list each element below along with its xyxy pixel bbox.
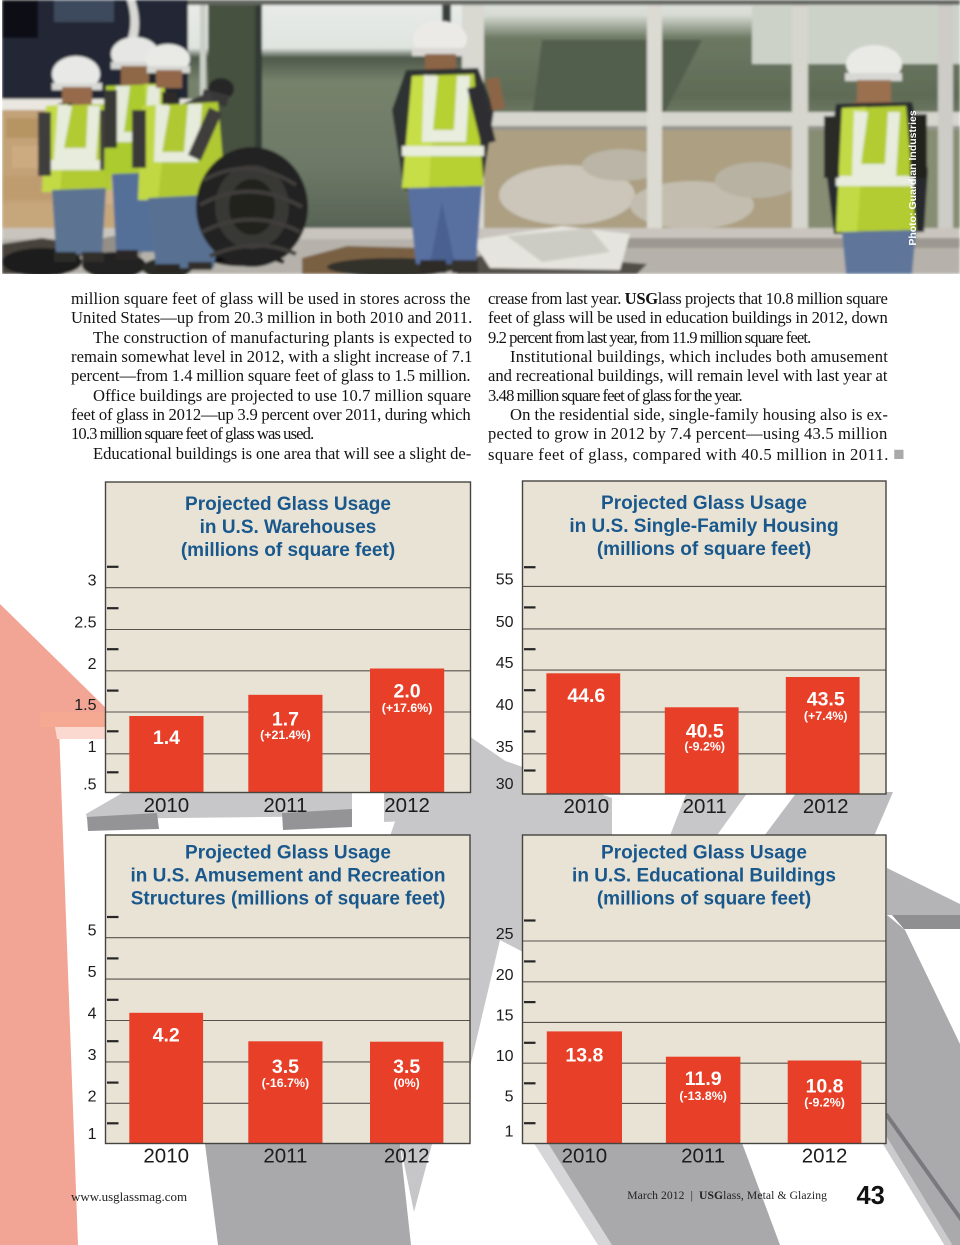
svg-text:2: 2 bbox=[88, 1088, 97, 1105]
svg-text:1.5: 1.5 bbox=[74, 697, 96, 714]
svg-text:3: 3 bbox=[88, 1047, 97, 1064]
svg-text:2012: 2012 bbox=[803, 795, 849, 818]
svg-text:Projected Glass Usage: Projected Glass Usage bbox=[601, 843, 807, 864]
svg-text:1.4: 1.4 bbox=[153, 727, 180, 749]
svg-text:2012: 2012 bbox=[384, 794, 430, 817]
svg-text:Projected Glass Usage: Projected Glass Usage bbox=[185, 843, 391, 864]
svg-text:Photo: Guardian Industries: Photo: Guardian Industries bbox=[907, 110, 919, 246]
svg-text:(millions of square feet): (millions of square feet) bbox=[597, 889, 811, 910]
svg-text:in U.S. Educational Buildings: in U.S. Educational Buildings bbox=[572, 866, 836, 887]
svg-text:11.9: 11.9 bbox=[685, 1068, 722, 1090]
svg-text:2011: 2011 bbox=[263, 794, 307, 817]
svg-text:20: 20 bbox=[496, 967, 514, 984]
svg-text:2012: 2012 bbox=[384, 1145, 430, 1168]
svg-text:(+7.4%): (+7.4%) bbox=[804, 709, 848, 723]
svg-text:3.5: 3.5 bbox=[272, 1056, 299, 1078]
svg-text:2011: 2011 bbox=[683, 795, 727, 818]
svg-text:44.6: 44.6 bbox=[567, 685, 605, 707]
svg-text:(0%): (0%) bbox=[394, 1076, 420, 1090]
svg-text:in U.S. Single-Family Housing: in U.S. Single-Family Housing bbox=[569, 516, 838, 537]
svg-text:2011: 2011 bbox=[263, 1145, 307, 1168]
svg-text:35: 35 bbox=[496, 739, 514, 756]
svg-text:3.5: 3.5 bbox=[393, 1056, 420, 1078]
svg-text:10: 10 bbox=[496, 1048, 514, 1065]
svg-text:2010: 2010 bbox=[143, 1145, 189, 1168]
svg-text:4.2: 4.2 bbox=[153, 1025, 180, 1047]
svg-text:Structures (millions of square: Structures (millions of square feet) bbox=[131, 889, 446, 910]
svg-text:2010: 2010 bbox=[562, 1145, 608, 1168]
svg-text:1.7: 1.7 bbox=[272, 709, 299, 731]
svg-text:25: 25 bbox=[496, 926, 514, 943]
svg-text:(-16.7%): (-16.7%) bbox=[262, 1076, 310, 1090]
svg-text:55: 55 bbox=[496, 571, 514, 588]
svg-text:in U.S. Warehouses: in U.S. Warehouses bbox=[200, 517, 377, 538]
svg-text:13.8: 13.8 bbox=[565, 1045, 603, 1067]
svg-text:in U.S. Amusement and Recreati: in U.S. Amusement and Recreation bbox=[131, 866, 446, 887]
svg-text:Projected Glass Usage: Projected Glass Usage bbox=[601, 493, 807, 514]
svg-text:2011: 2011 bbox=[681, 1145, 725, 1168]
svg-text:(-9.2%): (-9.2%) bbox=[684, 740, 725, 754]
svg-text:(-9.2%): (-9.2%) bbox=[804, 1096, 845, 1110]
svg-text:1: 1 bbox=[505, 1124, 514, 1141]
svg-text:5: 5 bbox=[88, 923, 97, 940]
svg-text:Projected Glass Usage: Projected Glass Usage bbox=[185, 494, 391, 515]
svg-text:2010: 2010 bbox=[144, 794, 190, 817]
svg-text:(+17.6%): (+17.6%) bbox=[382, 701, 433, 715]
svg-text:40.5: 40.5 bbox=[686, 721, 724, 743]
svg-text:4: 4 bbox=[88, 1006, 97, 1023]
svg-text:2.5: 2.5 bbox=[74, 615, 96, 632]
svg-text:2: 2 bbox=[88, 656, 97, 673]
svg-text:45: 45 bbox=[496, 655, 514, 672]
svg-text:40: 40 bbox=[496, 697, 514, 714]
svg-text:(-13.8%): (-13.8%) bbox=[679, 1089, 727, 1103]
svg-text:5: 5 bbox=[88, 964, 97, 981]
svg-text:1: 1 bbox=[88, 1126, 97, 1143]
svg-text:(+21.4%): (+21.4%) bbox=[260, 728, 311, 742]
svg-text:50: 50 bbox=[496, 614, 514, 631]
svg-text:2.0: 2.0 bbox=[394, 681, 421, 703]
svg-text:2012: 2012 bbox=[802, 1145, 848, 1168]
svg-text:(millions of square feet): (millions of square feet) bbox=[181, 540, 395, 561]
svg-text:.5: .5 bbox=[83, 777, 96, 794]
svg-text:15: 15 bbox=[496, 1007, 514, 1024]
svg-text:43.5: 43.5 bbox=[807, 689, 845, 711]
svg-text:1: 1 bbox=[88, 739, 97, 756]
svg-text:5: 5 bbox=[505, 1088, 514, 1105]
svg-text:(millions of square feet): (millions of square feet) bbox=[597, 539, 811, 560]
svg-text:30: 30 bbox=[496, 776, 514, 793]
svg-text:10.8: 10.8 bbox=[806, 1076, 844, 1098]
svg-text:3: 3 bbox=[88, 573, 97, 590]
svg-text:2010: 2010 bbox=[563, 795, 609, 818]
